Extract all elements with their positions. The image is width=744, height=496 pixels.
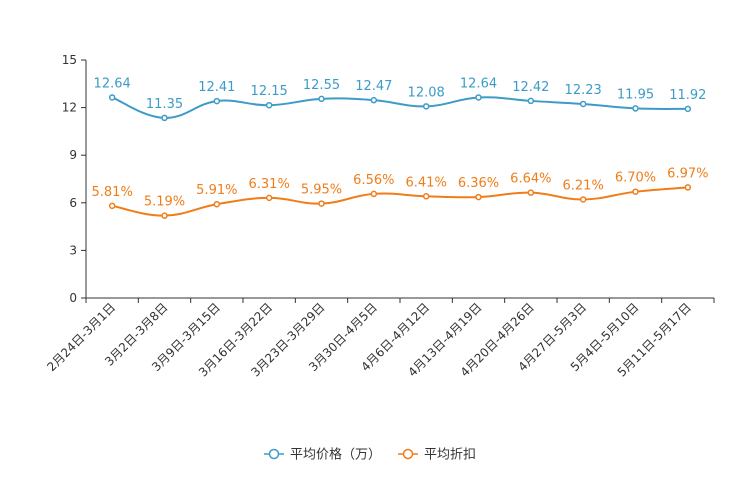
data-label: 6.21% — [563, 178, 604, 193]
data-point[interactable] — [475, 193, 482, 201]
data-point[interactable] — [527, 97, 535, 105]
data-point[interactable] — [161, 212, 168, 219]
data-point[interactable] — [579, 100, 587, 108]
data-label: 6.31% — [249, 177, 290, 192]
y-tick-label: 6 — [69, 196, 77, 210]
series-2: 5.81% 5.19% 5.91% 6.31% 5.95% 6.56% 6.41% 6.36%… — [92, 166, 708, 219]
data-label: 12.64 — [94, 76, 131, 91]
data-point[interactable] — [161, 114, 168, 122]
data-label: 6.97% — [667, 166, 708, 181]
data-point[interactable] — [422, 103, 430, 110]
data-point[interactable] — [265, 101, 273, 109]
data-label: 12.41 — [198, 80, 235, 95]
legend-marker-icon — [268, 448, 280, 460]
data-label: 6.41% — [406, 175, 447, 190]
data-point[interactable] — [370, 190, 378, 198]
series-line — [111, 186, 688, 217]
data-point[interactable] — [475, 94, 482, 101]
data-point[interactable] — [370, 96, 378, 104]
data-label: 12.08 — [408, 85, 445, 100]
chart-axes: 036912152月24日-3月1日3月2日-3月8日3月9日-3月15日3月1… — [44, 53, 715, 380]
data-label: 6.56% — [353, 173, 394, 188]
data-point[interactable] — [632, 105, 639, 112]
data-label: 12.47 — [355, 79, 392, 94]
data-point[interactable] — [422, 193, 430, 200]
data-point[interactable] — [579, 196, 587, 203]
data-label: 5.95% — [301, 183, 342, 198]
data-point[interactable] — [527, 189, 535, 196]
data-label: 12.15 — [251, 84, 288, 99]
data-point[interactable] — [318, 95, 325, 103]
chart-legend[interactable]: 平均价格（万） 平均折扣 — [264, 447, 476, 463]
data-point[interactable] — [108, 202, 116, 210]
data-label: 5.91% — [196, 183, 237, 198]
y-tick-label: 3 — [69, 243, 77, 257]
data-point[interactable] — [684, 105, 692, 113]
data-point[interactable] — [265, 194, 273, 202]
data-point[interactable] — [213, 97, 221, 105]
data-label: 12.55 — [303, 78, 340, 93]
series-1: 12.64 11.35 12.41 12.15 12.55 12.47 12.08 12.64… — [94, 76, 706, 122]
data-label: 5.19% — [144, 195, 185, 210]
data-label: 12.23 — [565, 83, 602, 98]
data-label: 6.64% — [510, 172, 551, 187]
y-tick-label: 12 — [62, 101, 77, 115]
legend-label: 平均价格（万） — [290, 447, 381, 463]
data-point[interactable] — [108, 94, 116, 101]
legend-marker-icon — [402, 448, 414, 460]
y-tick-label: 15 — [62, 53, 77, 67]
data-label: 6.36% — [458, 176, 499, 191]
data-label: 11.95 — [617, 87, 654, 102]
y-tick-label: 9 — [69, 148, 77, 162]
legend-label: 平均折扣 — [424, 448, 476, 463]
legend-item-2[interactable]: 平均折扣 — [398, 448, 476, 463]
chart-series: 12.64 11.35 12.41 12.15 12.55 12.47 12.08 12.64… — [92, 76, 708, 219]
data-point[interactable] — [213, 200, 221, 208]
data-label: 5.81% — [92, 185, 133, 200]
legend-item-1[interactable]: 平均价格（万） — [264, 447, 381, 463]
data-point[interactable] — [632, 188, 639, 195]
series-line — [111, 96, 688, 119]
data-point[interactable] — [684, 184, 692, 191]
data-label: 11.92 — [669, 88, 706, 103]
data-label: 12.42 — [512, 80, 549, 95]
y-tick-label: 0 — [69, 291, 77, 305]
data-label: 12.64 — [460, 76, 497, 91]
data-point[interactable] — [318, 200, 325, 207]
data-label: 6.70% — [615, 171, 656, 186]
data-label: 11.35 — [146, 97, 183, 112]
